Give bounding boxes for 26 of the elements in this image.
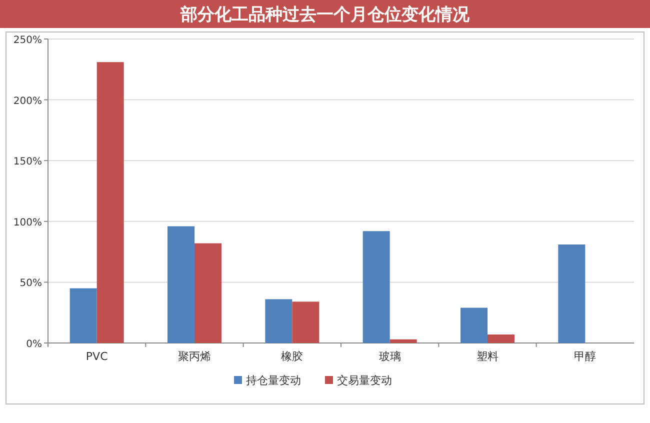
- bar: [292, 302, 320, 343]
- bar: [362, 231, 390, 343]
- legend-label: 交易量变动: [337, 374, 392, 387]
- x-tick-label: 橡胶: [281, 350, 304, 363]
- bar: [168, 226, 194, 343]
- bar: [265, 299, 292, 343]
- y-tick-label: 50%: [20, 278, 42, 290]
- y-tick-label: 0%: [26, 339, 42, 350]
- bar: [460, 308, 488, 343]
- bar: [194, 243, 222, 343]
- bar: [558, 244, 586, 343]
- chart-title: 部分化工品种过去一个月仓位变化情况: [180, 5, 470, 25]
- bar: [96, 62, 124, 343]
- y-tick-label: 100%: [13, 217, 42, 228]
- y-tick-label: 250%: [13, 35, 42, 46]
- x-tick-label: PVC: [86, 350, 108, 363]
- bar: [70, 288, 97, 343]
- x-tick-label: 塑料: [476, 350, 498, 363]
- x-tick-label: 聚丙烯: [178, 350, 211, 363]
- x-tick-label: 甲醇: [574, 350, 596, 363]
- legend-label: 持仓量变动: [246, 374, 301, 387]
- y-tick-label: 150%: [13, 156, 42, 168]
- bar: [390, 339, 417, 343]
- y-tick-label: 200%: [13, 96, 42, 107]
- x-tick-label: 玻璃: [378, 350, 401, 363]
- bar: [488, 334, 514, 343]
